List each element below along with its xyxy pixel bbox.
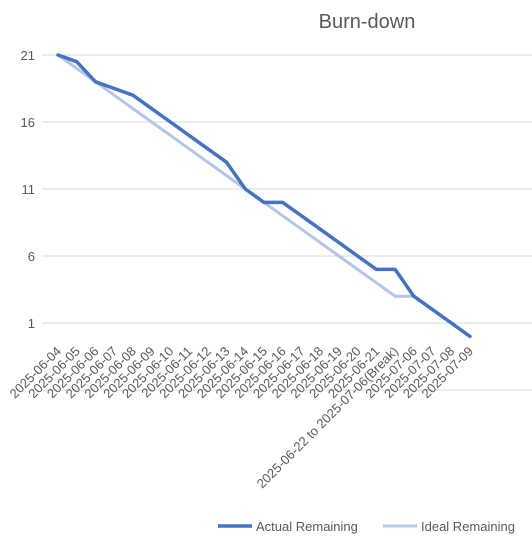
legend-item: Actual Remaining	[218, 519, 358, 534]
series-lines	[56, 53, 472, 339]
y-tick-label: 11	[22, 182, 36, 197]
legend-label: Actual Remaining	[256, 519, 358, 534]
y-tick-label: 1	[28, 316, 35, 331]
x-axis-tick-labels: 2025-06-042025-06-052025-06-062025-06-07…	[6, 344, 476, 492]
legend-item: Ideal Remaining	[383, 519, 515, 534]
y-tick-label: 16	[21, 115, 35, 130]
gridlines	[42, 54, 532, 391]
ideal-remaining-line	[56, 53, 472, 338]
actual-remaining-line	[56, 53, 472, 339]
chart-title: Burn-down	[319, 11, 416, 33]
y-tick-label: 21	[21, 48, 35, 63]
legend: Actual Remaining Ideal Remaining	[218, 519, 515, 534]
legend-label: Ideal Remaining	[421, 519, 515, 534]
y-axis-tick-labels: 21 16 11 6 1	[21, 48, 35, 331]
y-tick-label: 6	[28, 249, 35, 264]
